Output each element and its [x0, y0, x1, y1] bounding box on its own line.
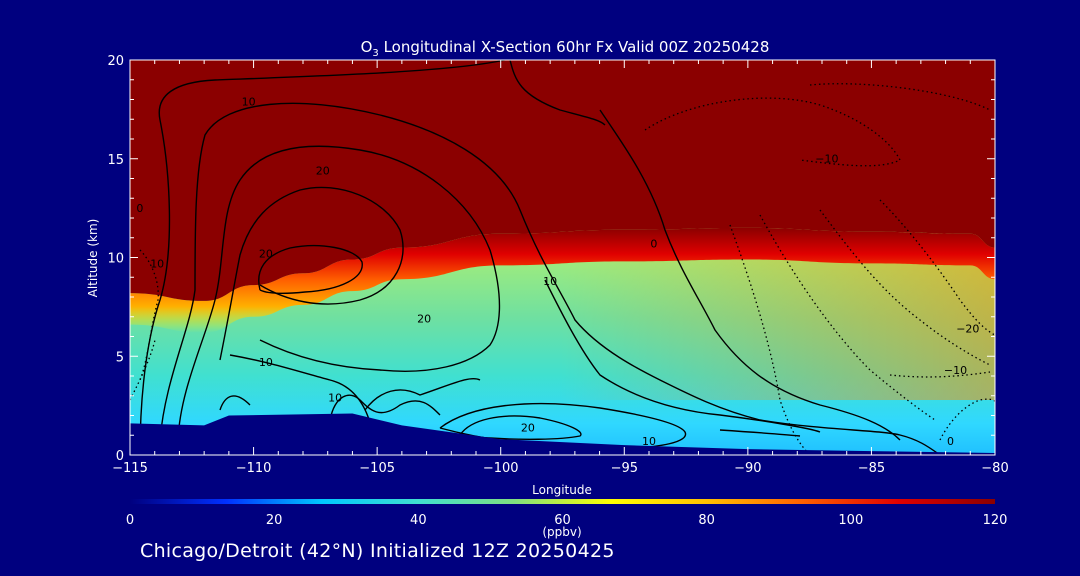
contour-line: [177, 145, 501, 441]
colorbar-tick-label: 80: [698, 513, 715, 528]
y-tick-label: 20: [107, 54, 124, 69]
contour-label: −10: [944, 364, 967, 377]
contour-label: 20: [521, 421, 535, 434]
contour-label: 0: [947, 435, 954, 448]
colorbar-tick-label: 100: [838, 513, 863, 528]
contour-line: [139, 60, 506, 455]
colorbar-tick-labels: 0 20 40 60 80 100 120: [126, 513, 1008, 528]
colorbar-gradient: [130, 499, 995, 504]
x-axis-label: Longitude: [532, 483, 592, 497]
contour-label: 10: [242, 95, 256, 108]
contour-line: [364, 378, 481, 411]
x-tick-label: −100: [483, 461, 519, 476]
contour-labels: 10 20 0 10 20 20 10 10 20 10 0 10 −10 −20 −10 0: [136, 95, 979, 448]
colorbar-tick-label: 120: [983, 513, 1008, 528]
x-tick-label: −90: [734, 461, 761, 476]
contour-line: [599, 109, 901, 441]
colorbar-tick-label: 40: [410, 513, 427, 528]
contour-line: [258, 245, 363, 295]
colorbar-tick-label: 0: [126, 513, 134, 528]
contour-label: 0: [650, 238, 657, 251]
contour-label: 10: [259, 356, 273, 369]
y-axis-label: Altitude (km): [86, 219, 100, 298]
contour-label: −10: [815, 153, 838, 166]
chart-title: O3 Longitudinal X-Section 60hr Fx Valid …: [361, 38, 770, 59]
contour-label: 0: [136, 202, 143, 215]
x-tick-label: −85: [858, 461, 885, 476]
x-tick-label: −115: [112, 461, 148, 476]
y-tick-label: 10: [107, 252, 124, 267]
dotted-contour-line: [879, 199, 995, 336]
colorbar-units-label: (ppbv): [542, 525, 581, 539]
colorbar-tick-label: 20: [266, 513, 283, 528]
contour-label: 20: [417, 313, 431, 326]
colorbar-tick-label: 60: [554, 513, 571, 528]
dotted-contour-line: [759, 214, 936, 421]
negative-contour-lines: [130, 83, 995, 455]
contour-label: 10: [150, 257, 164, 270]
dotted-contour-line: [130, 339, 156, 401]
y-tick-label: 5: [116, 350, 124, 365]
dotted-contour-line: [644, 97, 901, 167]
contour-label: 20: [259, 248, 273, 261]
x-tick-label: −105: [359, 461, 395, 476]
y-tick-label: 15: [107, 153, 124, 168]
x-tick-label: −80: [981, 461, 1008, 476]
dotted-contour-line: [139, 249, 159, 381]
tropopause-gradient-band: [130, 227, 995, 333]
run-info-footer: Chicago/Detroit (42°N) Initialized 12Z 2…: [140, 540, 615, 562]
contour-line: [219, 186, 404, 361]
dotted-contour-line: [939, 398, 995, 441]
contour-label: 10: [543, 275, 557, 288]
dotted-contour-line: [889, 371, 991, 378]
contour-label: −20: [956, 323, 979, 336]
contour-line: [544, 279, 821, 437]
x-tick-label: −110: [236, 461, 272, 476]
contour-label: 10: [328, 392, 342, 405]
stratosphere-fill: [130, 60, 995, 301]
contour-line: [159, 102, 941, 455]
contour-line: [219, 354, 373, 431]
terrain: [130, 413, 995, 455]
dotted-contour-line: [729, 224, 811, 455]
contour-line: [329, 394, 441, 421]
contour-label: 10: [642, 435, 656, 448]
contour-line: [509, 60, 606, 126]
contour-label: 20: [316, 165, 330, 178]
plot-area: 10 20 0 10 20 20 10 10 20 10 0 10 −10 −20 −10 0: [130, 60, 995, 455]
colorbar: 0 20 40 60 80 100 120 (ppbv): [126, 499, 1008, 539]
east-warm-tint: [560, 240, 995, 400]
y-tick-label: 0: [116, 449, 124, 464]
x-tick-label: −95: [611, 461, 638, 476]
